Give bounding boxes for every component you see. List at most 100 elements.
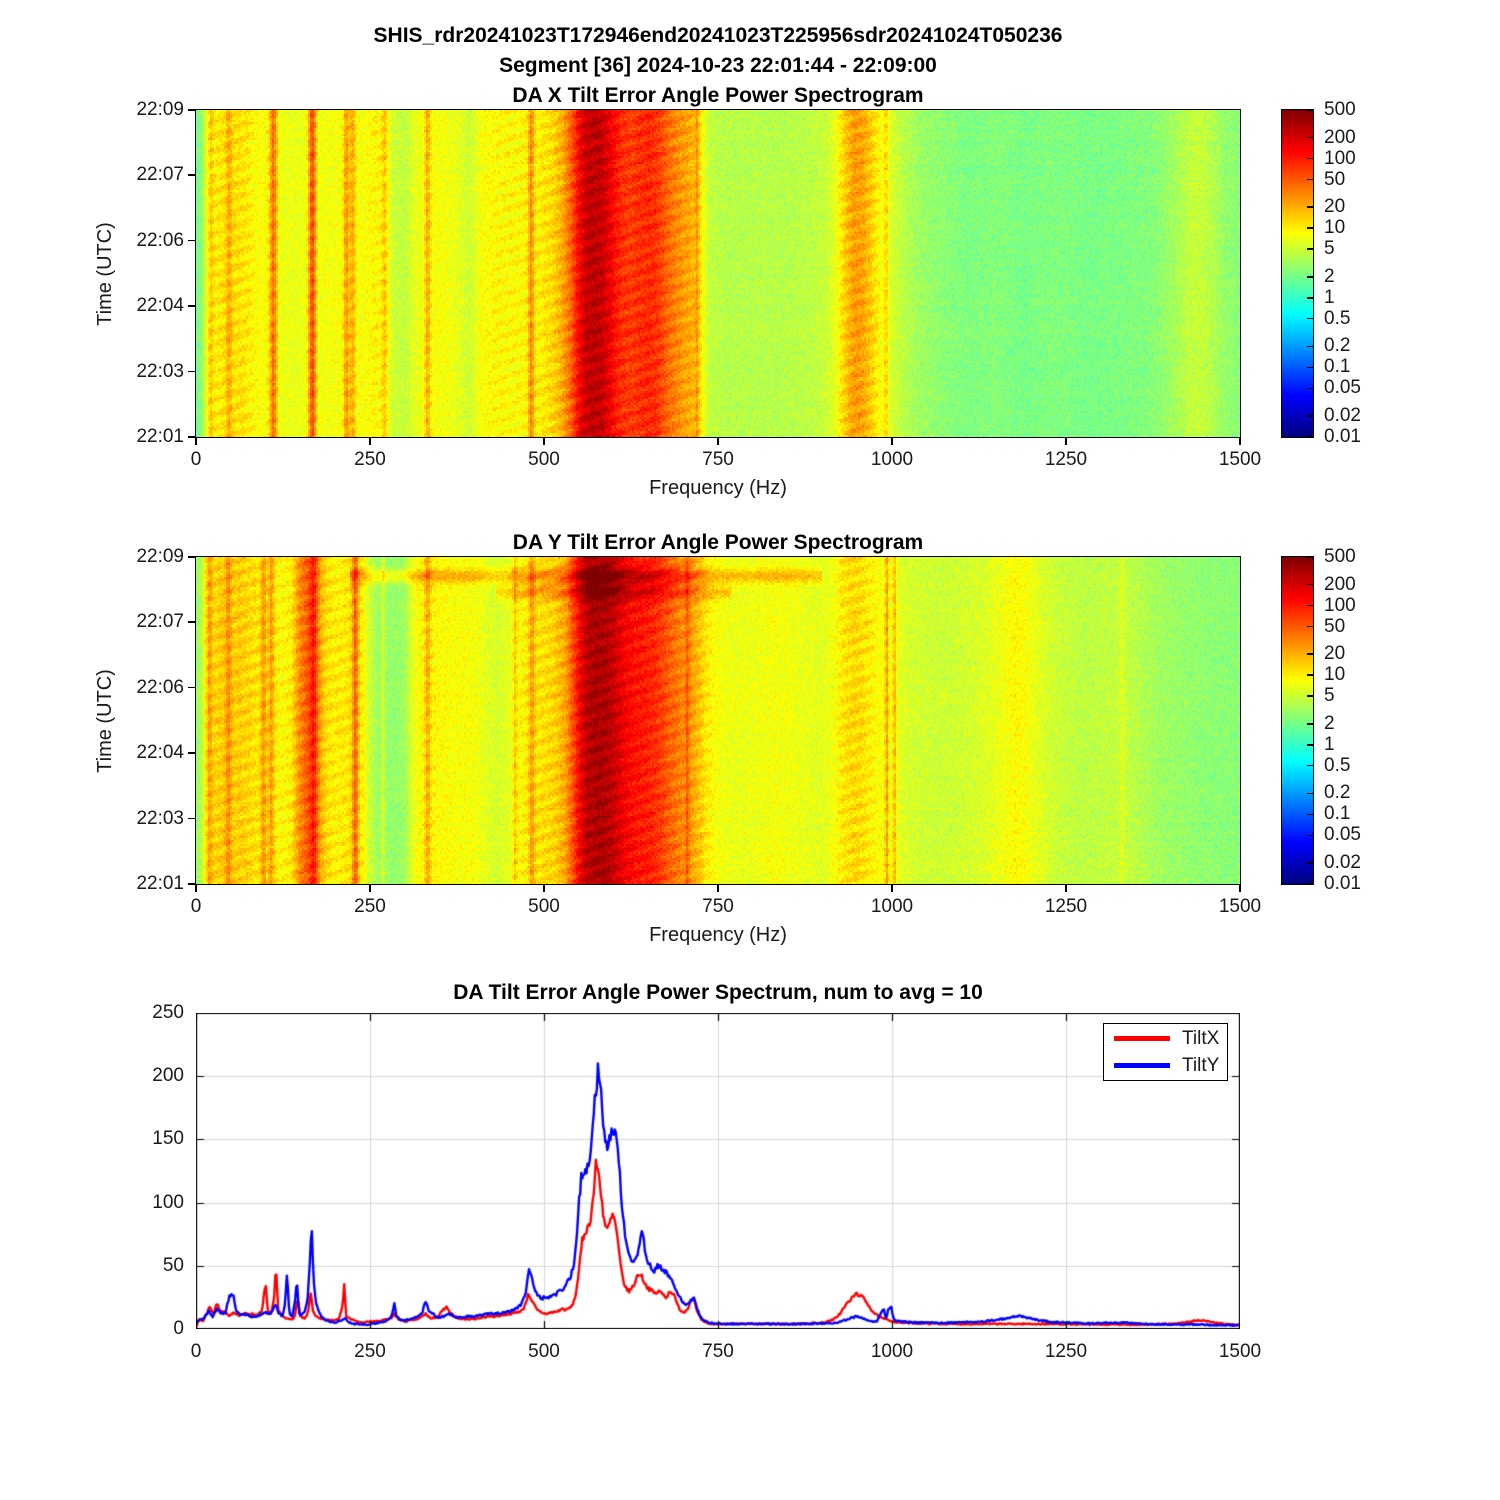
colorbar-tick-mark [1307,604,1313,607]
colorbar-tick-mark [1307,248,1313,250]
colorbar-tick-label: 0.01 [1324,426,1361,447]
spectrogram-y-title: DA Y Tilt Error Angle Power Spectrogram [512,531,924,554]
time-axis-label: Time (UTC) [94,668,116,773]
power-tick-label: 200 [152,1065,184,1087]
colorbar-tick-mark [1307,625,1313,628]
colorbar-tick-mark [1307,206,1313,208]
colorbar-tick-mark [1307,415,1313,417]
spectrum-canvas [196,1013,1240,1329]
colorbar-tick-mark [1307,723,1313,725]
legend-label-tilty: TiltY [1182,1054,1220,1076]
time-tick-label: 22:04 [136,742,184,764]
spectrogram-x-panel: 22:09 22:07 22:06 22:04 22:03 22:01 0 250 500 750… [94,99,1261,499]
colorbar-tick-label: 50 [1324,168,1346,190]
time-axis-label: Time (UTC) [94,221,116,326]
freq-tick-label: 1000 [870,1341,914,1362]
legend-box: TiltX TiltY [1103,1023,1228,1081]
freq-tick-label: 500 [528,1341,560,1362]
time-tick-mark [188,686,196,689]
colorbar-tick-label: 0.5 [1324,754,1351,776]
time-tick-label: 22:07 [136,164,184,186]
freq-tick-label: 500 [528,896,560,917]
freq-tick-label: 750 [702,1341,734,1362]
spectrum-panel: TiltX TiltY 0 50 100 150 200 250 0 250 500 750 100… [152,1002,1261,1362]
freq-tick-label: 750 [702,896,734,917]
colorbar-tick-label: 500 [1324,99,1356,120]
freq-axis-label: Frequency (Hz) [649,477,787,499]
freq-tick-mark [1065,884,1067,892]
time-tick-label: 22:09 [136,99,184,120]
colorbar-tick-mark [1307,317,1313,320]
power-tick-label: 100 [152,1191,184,1213]
power-tick-label: 250 [152,1002,184,1023]
power-tick-label: 150 [152,1128,184,1150]
freq-tick-label: 1250 [1044,896,1088,917]
time-tick-mark [188,621,196,623]
freq-tick-mark [369,437,371,445]
freq-tick-mark [369,884,371,892]
time-tick-mark [188,109,196,111]
colorbar-tick-mark [1307,276,1313,278]
colorbar-tick-mark [1307,136,1313,139]
legend-entry-tiltx: TiltX [1104,1028,1227,1050]
colorbar-tick-label: 2 [1324,712,1335,734]
freq-tick-mark [891,884,893,892]
colorbar-x-canvas [1282,110,1313,437]
freq-tick-mark [543,437,545,445]
colorbar-tick-mark [1307,674,1313,676]
time-tick-label: 22:03 [136,360,184,382]
colorbar-tick-label: 10 [1324,664,1346,686]
time-tick-label: 22:06 [136,676,184,698]
spectrogram-x-title: DA X Tilt Error Angle Power Spectrogram [512,84,924,107]
freq-tick-label: 0 [190,1341,202,1362]
freq-tick-label: 0 [190,449,202,470]
colorbar-tick-label: 0.5 [1324,307,1351,329]
time-tick-mark [188,305,196,307]
colorbar-tick-label: 0.05 [1324,377,1361,399]
colorbar-tick-label: 1 [1324,733,1335,755]
figure-title-line2: Segment [36] 2024-10-23 22:01:44 - 22:09… [499,54,937,77]
time-tick-label: 22:01 [136,873,184,894]
freq-tick-label: 1500 [1218,896,1262,917]
spectrogram-x-canvas [196,110,1240,437]
freq-tick-label: 0 [190,896,202,917]
colorbar-x-panel: 500 200 100 50 20 10 5 2 1 0.5 0.2 0.1 0.05 0.02 0.01 [1281,99,1361,447]
colorbar-tick-label: 0.02 [1324,405,1361,427]
spectrum-title: DA Tilt Error Angle Power Spectrum, num … [453,981,983,1004]
freq-tick-label: 250 [354,896,386,917]
time-tick-mark [188,752,196,754]
freq-tick-label: 250 [354,449,386,470]
colorbar-tick-mark [1307,297,1313,299]
colorbar-tick-label: 5 [1324,238,1335,260]
time-tick-mark [188,817,196,820]
time-tick-mark [188,883,196,885]
colorbar-tick-label: 0.02 [1324,852,1361,874]
colorbar-y-panel: 500 200 100 50 20 10 5 2 1 0.5 0.2 0.1 0.05 0.02 0.01 [1281,546,1361,894]
freq-tick-label: 750 [702,449,734,470]
colorbar-tick-mark [1307,345,1313,348]
colorbar-y-frame [1281,556,1314,885]
spectrogram-y-frame [195,556,1241,885]
colorbar-tick-label: 0.2 [1324,335,1351,357]
colorbar-tick-mark [1307,178,1313,181]
colorbar-tick-mark [1307,556,1313,558]
freq-tick-mark [195,437,197,445]
freq-tick-mark [1065,437,1067,445]
freq-tick-label: 1250 [1044,449,1088,470]
freq-tick-label: 1000 [870,449,914,470]
colorbar-tick-mark [1307,436,1313,438]
time-tick-mark [188,239,196,242]
colorbar-tick-label: 200 [1324,573,1356,595]
colorbar-tick-label: 200 [1324,126,1356,148]
time-tick-label: 22:09 [136,546,184,567]
colorbar-tick-label: 100 [1324,147,1356,169]
colorbar-tick-label: 10 [1324,217,1346,239]
colorbar-tick-mark [1307,883,1313,885]
time-tick-mark [188,370,196,373]
colorbar-tick-label: 500 [1324,546,1356,567]
freq-tick-label: 1250 [1044,1341,1088,1362]
time-tick-label: 22:07 [136,611,184,633]
colorbar-tick-label: 0.1 [1324,803,1351,825]
spectrogram-y-panel: 22:09 22:07 22:06 22:04 22:03 22:01 0 250 500 750… [94,546,1261,946]
